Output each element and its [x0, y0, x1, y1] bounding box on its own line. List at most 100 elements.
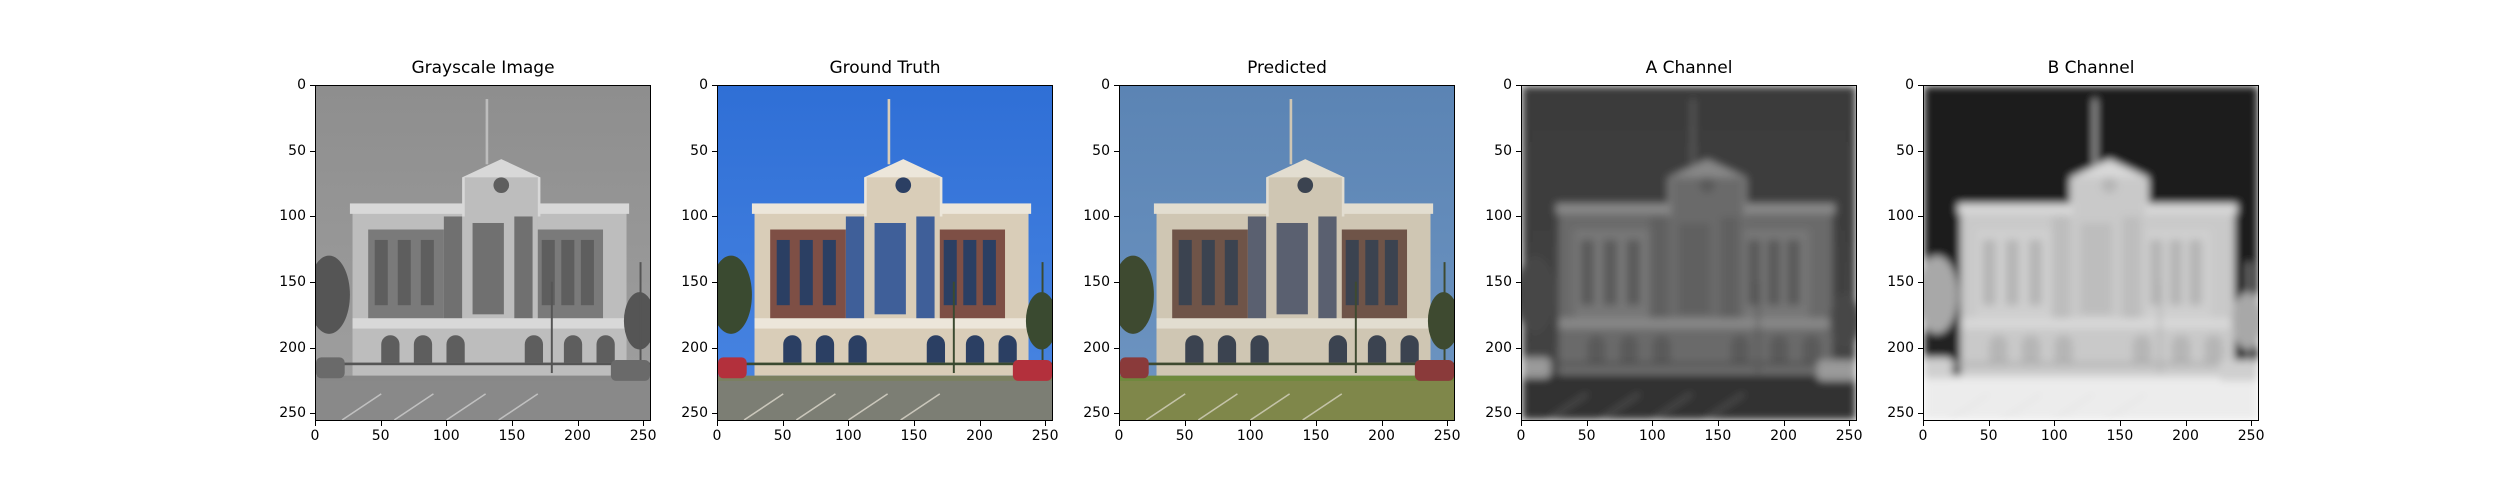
y-tick-label: 0	[1905, 77, 1914, 93]
y-tick-label: 50	[288, 142, 306, 159]
y-tick-mark	[1516, 85, 1521, 86]
x-tick-label: 100	[432, 428, 460, 444]
y-tick-mark	[1918, 150, 1923, 152]
y-tick-mark	[712, 85, 717, 86]
x-tick-label: 150	[2106, 428, 2134, 444]
y-tick-label: 100	[1887, 208, 1914, 225]
panel-title: A Channel	[1645, 58, 1733, 78]
y-tick-label: 250	[279, 405, 306, 422]
y-tick-label: 150	[1887, 273, 1914, 290]
panel-title: B Channel	[2047, 58, 2135, 78]
panel-image	[1521, 85, 1857, 421]
x-tick-mark	[2119, 421, 2121, 426]
x-tick-mark	[913, 421, 915, 426]
y-tick-mark	[712, 413, 717, 415]
y-tick-mark	[1918, 85, 1923, 86]
y-tick-label: 200	[1083, 339, 1110, 356]
y-tick-label: 50	[690, 142, 708, 159]
x-tick-label: 200	[2172, 428, 2199, 444]
x-tick-label: 200	[564, 428, 591, 444]
x-tick-label: 100	[1638, 428, 1666, 444]
x-tick-mark	[1586, 421, 1588, 426]
y-tick-mark	[1516, 413, 1521, 415]
y-tick-mark	[1114, 413, 1119, 415]
x-tick-mark	[1045, 421, 1047, 426]
x-tick-mark	[380, 421, 382, 426]
y-tick-label: 100	[681, 208, 708, 225]
y-tick-mark	[310, 347, 315, 349]
x-tick-label: 150	[1704, 428, 1732, 444]
y-tick-mark	[712, 347, 717, 349]
panel-title: Ground Truth	[829, 58, 941, 78]
x-tick-label: 50	[371, 428, 390, 444]
y-tick-label: 200	[681, 339, 708, 356]
x-tick-mark	[1315, 421, 1317, 426]
panel-image	[315, 85, 651, 421]
x-tick-mark	[1923, 421, 1924, 426]
x-tick-mark	[1119, 421, 1120, 426]
x-tick-mark	[446, 421, 448, 426]
x-tick-mark	[2054, 421, 2056, 426]
panel-image	[717, 85, 1053, 421]
y-tick-mark	[310, 85, 315, 86]
y-tick-mark	[1918, 347, 1923, 349]
y-tick-mark	[1114, 281, 1119, 283]
x-tick-mark	[848, 421, 850, 426]
x-tick-mark	[511, 421, 513, 426]
y-tick-mark	[310, 150, 315, 152]
x-tick-label: 150	[900, 428, 928, 444]
x-tick-label: 250	[1031, 428, 1059, 444]
x-tick-mark	[1184, 421, 1186, 426]
y-tick-label: 150	[279, 273, 306, 290]
x-tick-label: 0	[712, 428, 722, 444]
x-tick-label: 100	[2040, 428, 2068, 444]
y-tick-mark	[712, 216, 717, 218]
x-tick-mark	[1783, 421, 1785, 426]
x-tick-label: 250	[1433, 428, 1461, 444]
y-tick-label: 0	[297, 77, 306, 93]
x-tick-label: 50	[773, 428, 792, 444]
y-tick-label: 0	[699, 77, 708, 93]
y-tick-mark	[1918, 413, 1923, 415]
x-tick-label: 150	[1302, 428, 1330, 444]
y-tick-label: 200	[1887, 339, 1914, 356]
x-tick-mark	[1717, 421, 1719, 426]
y-tick-label: 100	[1485, 208, 1512, 225]
x-tick-label: 200	[1368, 428, 1395, 444]
x-tick-mark	[1521, 421, 1522, 426]
y-tick-label: 0	[1101, 77, 1110, 93]
y-tick-label: 50	[1092, 142, 1110, 159]
panel-title: Grayscale Image	[411, 58, 555, 78]
x-tick-label: 0	[1918, 428, 1928, 444]
x-tick-mark	[1652, 421, 1654, 426]
x-tick-mark	[1381, 421, 1383, 426]
x-tick-label: 250	[2237, 428, 2265, 444]
x-tick-label: 50	[1577, 428, 1596, 444]
x-tick-label: 0	[310, 428, 320, 444]
y-tick-mark	[712, 281, 717, 283]
y-tick-label: 50	[1896, 142, 1914, 159]
x-tick-mark	[643, 421, 645, 426]
y-tick-mark	[1114, 216, 1119, 218]
x-tick-mark	[1849, 421, 1851, 426]
x-tick-mark	[1250, 421, 1252, 426]
y-tick-label: 150	[1083, 273, 1110, 290]
y-tick-mark	[1516, 281, 1521, 283]
x-tick-label: 50	[1979, 428, 1998, 444]
y-tick-label: 0	[1503, 77, 1512, 93]
y-tick-mark	[1114, 150, 1119, 152]
x-tick-label: 250	[629, 428, 657, 444]
panel-image	[1119, 85, 1455, 421]
x-tick-label: 50	[1175, 428, 1194, 444]
x-tick-label: 200	[966, 428, 993, 444]
y-tick-mark	[1516, 347, 1521, 349]
y-tick-mark	[310, 281, 315, 283]
x-tick-mark	[577, 421, 579, 426]
x-tick-label: 250	[1835, 428, 1863, 444]
x-tick-mark	[1988, 421, 1990, 426]
x-tick-label: 0	[1516, 428, 1526, 444]
y-tick-mark	[310, 413, 315, 415]
y-tick-mark	[712, 150, 717, 152]
x-tick-mark	[717, 421, 718, 426]
y-tick-mark	[310, 216, 315, 218]
